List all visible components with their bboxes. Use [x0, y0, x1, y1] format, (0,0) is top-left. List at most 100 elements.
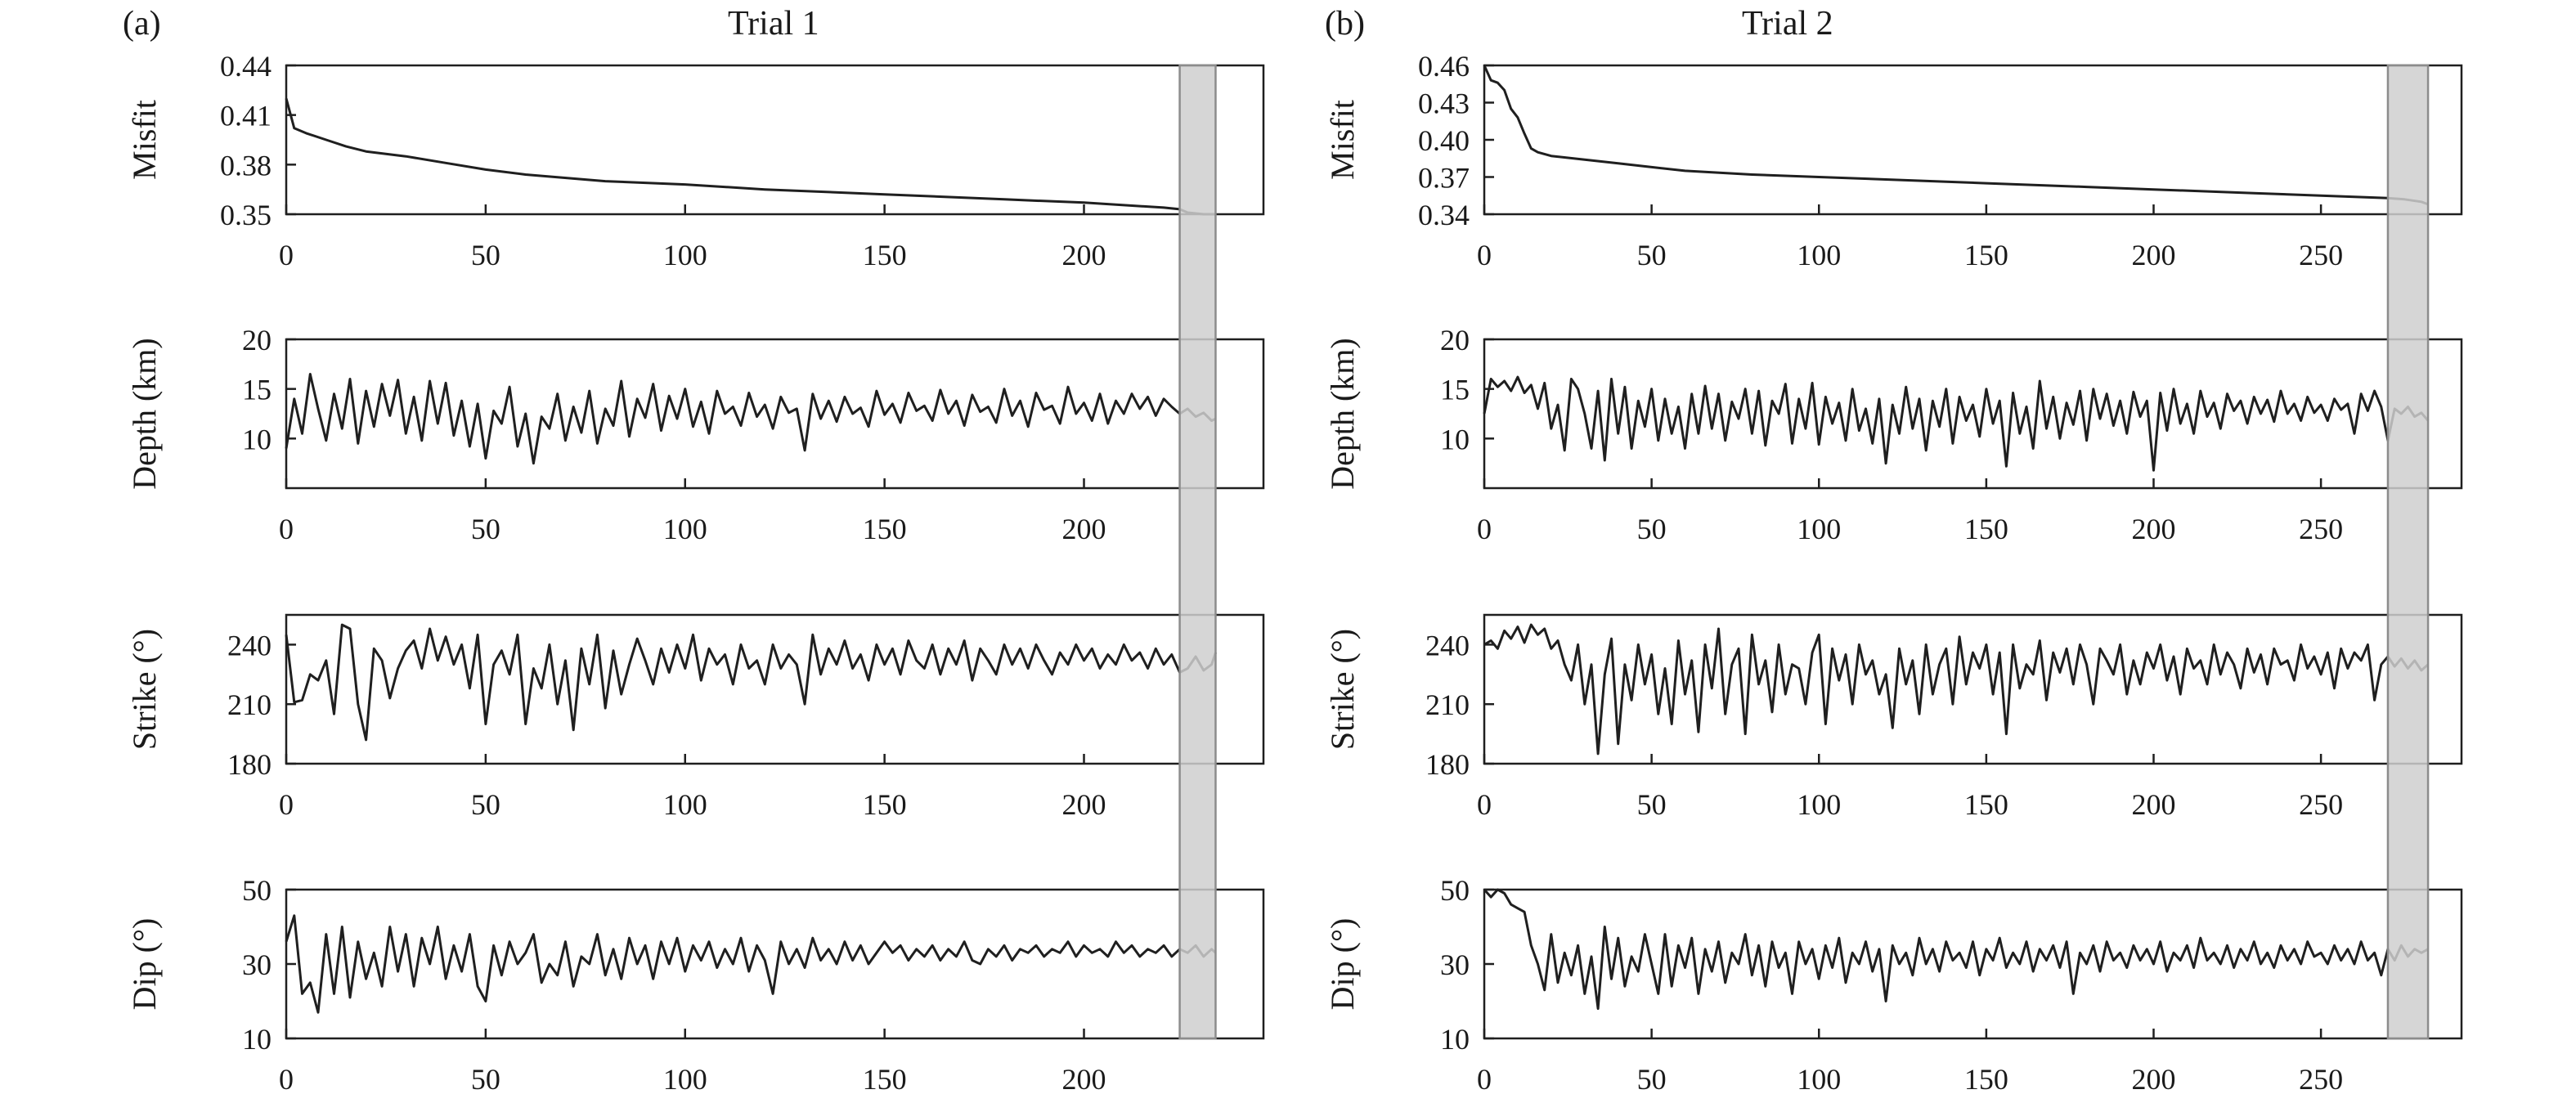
y-tick-label: 10	[1440, 423, 1470, 455]
series-line	[285, 623, 1217, 742]
x-tick-label: 100	[663, 1063, 707, 1096]
x-tick-label: 150	[1964, 788, 2008, 821]
x-tick-label: 200	[1062, 1063, 1106, 1096]
x-tick-label: 0	[279, 513, 294, 545]
x-tick-label: 150	[863, 239, 907, 271]
x-tick-label: 50	[471, 239, 500, 271]
x-tick-label: 50	[471, 513, 500, 545]
x-tick-label: 200	[1062, 513, 1106, 545]
x-tick-label: 200	[2131, 788, 2175, 821]
highlight-band	[1178, 64, 1217, 1040]
x-tick-label: 150	[863, 513, 907, 545]
y-tick-label: 30	[242, 948, 272, 981]
y-tick-label: 180	[227, 748, 272, 781]
x-tick-label: 150	[863, 1063, 907, 1096]
panel-label: (b)	[1325, 5, 1365, 43]
x-tick-label: 0	[1477, 239, 1492, 271]
x-tick-label: 50	[1637, 1063, 1667, 1096]
x-tick-label: 100	[1797, 788, 1841, 821]
x-tick-label: 100	[663, 239, 707, 271]
y-tick-label: 240	[227, 629, 272, 661]
y-tick-label: 0.37	[1418, 162, 1470, 195]
y-tick-label: 0.41	[220, 100, 272, 132]
y-axis-label: Dip (°)	[1324, 918, 1361, 1011]
x-tick-label: 0	[1477, 788, 1492, 821]
x-tick-label: 150	[1964, 239, 2008, 271]
y-tick-label: 240	[1425, 629, 1470, 661]
y-axis-label: Dip (°)	[126, 918, 163, 1011]
y-tick-label: 15	[242, 374, 272, 406]
y-tick-label: 0.46	[1418, 50, 1470, 83]
y-axis-label: Depth (km)	[1324, 338, 1361, 490]
x-tick-label: 100	[1797, 239, 1841, 271]
y-tick-label: 10	[242, 1023, 272, 1056]
series-line	[1483, 65, 2429, 206]
y-tick-label: 30	[1440, 948, 1470, 981]
x-tick-label: 0	[279, 239, 294, 271]
y-tick-label: 0.34	[1418, 199, 1470, 231]
y-tick-label: 210	[1425, 688, 1470, 721]
panel-label: (a)	[123, 5, 161, 43]
y-tick-label: 10	[242, 423, 272, 455]
y-tick-label: 0.38	[220, 149, 272, 182]
y-tick-label: 15	[1440, 374, 1470, 406]
x-tick-label: 50	[1637, 513, 1667, 545]
y-tick-label: 0.43	[1418, 87, 1470, 120]
x-tick-label: 100	[663, 788, 707, 821]
x-tick-label: 50	[1637, 788, 1667, 821]
x-tick-label: 200	[2131, 513, 2175, 545]
highlight-band	[2386, 64, 2430, 1040]
series-line	[1483, 888, 2429, 1011]
x-tick-label: 50	[471, 1063, 500, 1096]
x-tick-label: 100	[1797, 513, 1841, 545]
x-tick-label: 200	[1062, 239, 1106, 271]
x-tick-label: 200	[1062, 788, 1106, 821]
x-tick-label: 250	[2299, 788, 2343, 821]
x-tick-label: 200	[2131, 1063, 2175, 1096]
axes-frame	[285, 338, 1265, 490]
y-tick-label: 0.44	[220, 50, 272, 83]
y-tick-label: 180	[1425, 748, 1470, 781]
axes-frame	[1483, 64, 2463, 216]
axes-frame	[285, 888, 1265, 1040]
y-axis-label: Misfit	[1324, 100, 1361, 180]
y-tick-label: 20	[242, 324, 272, 356]
y-tick-label: 20	[1440, 324, 1470, 356]
x-tick-label: 100	[1797, 1063, 1841, 1096]
x-tick-label: 250	[2299, 513, 2343, 545]
y-tick-label: 0.35	[220, 199, 272, 231]
y-tick-label: 210	[227, 688, 272, 721]
x-tick-label: 200	[2131, 239, 2175, 271]
x-tick-label: 0	[279, 788, 294, 821]
axes-frame	[1483, 613, 2463, 765]
x-tick-label: 150	[1964, 513, 2008, 545]
x-tick-label: 50	[471, 788, 500, 821]
x-tick-label: 150	[863, 788, 907, 821]
axes-frame	[1483, 338, 2463, 490]
y-tick-label: 50	[242, 874, 272, 907]
x-tick-label: 150	[1964, 1063, 2008, 1096]
series-line	[285, 373, 1217, 465]
axes-frame	[285, 613, 1265, 765]
y-axis-label: Strike (°)	[126, 629, 163, 750]
y-tick-label: 10	[1440, 1023, 1470, 1056]
y-axis-label: Depth (km)	[126, 338, 163, 490]
series-line	[285, 914, 1217, 1014]
y-axis-label: Misfit	[126, 100, 163, 180]
y-tick-label: 0.40	[1418, 124, 1470, 157]
x-tick-label: 50	[1637, 239, 1667, 271]
x-tick-label: 0	[1477, 513, 1492, 545]
x-tick-label: 250	[2299, 239, 2343, 271]
panel-title: Trial 2	[1742, 5, 1833, 43]
x-tick-label: 250	[2299, 1063, 2343, 1096]
series-line	[285, 98, 1216, 216]
series-line	[1483, 375, 2430, 472]
panel-title: Trial 1	[728, 5, 819, 43]
x-tick-label: 100	[663, 513, 707, 545]
y-axis-label: Strike (°)	[1324, 629, 1361, 750]
x-tick-label: 0	[1477, 1063, 1492, 1096]
x-tick-label: 0	[279, 1063, 294, 1096]
series-line	[1483, 623, 2430, 756]
axes-frame	[285, 64, 1265, 216]
